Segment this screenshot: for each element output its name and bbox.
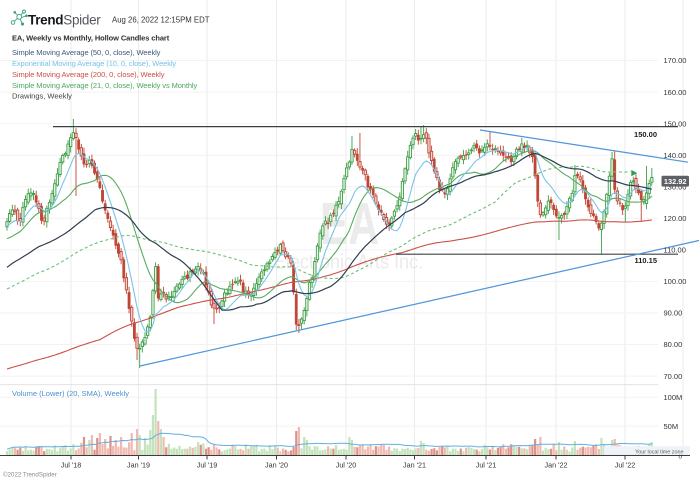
svg-text:Jan '19: Jan '19	[127, 461, 150, 470]
svg-text:160.00: 160.00	[664, 88, 687, 97]
svg-text:120.00: 120.00	[664, 214, 687, 223]
svg-text:170.00: 170.00	[664, 56, 687, 65]
svg-text:140.00: 140.00	[664, 151, 687, 160]
svg-text:©2022 TrendSpider: ©2022 TrendSpider	[3, 472, 57, 479]
svg-text:0: 0	[679, 453, 683, 460]
svg-text:Exponential Moving Average (10: Exponential Moving Average (10, 0, close…	[12, 59, 176, 68]
svg-text:Jul '20: Jul '20	[336, 461, 357, 470]
svg-text:70.00: 70.00	[664, 372, 683, 381]
svg-text:110.00: 110.00	[664, 246, 686, 255]
svg-text:Simple Moving Average (21, 0,: Simple Moving Average (21, 0, close), We…	[12, 81, 197, 90]
svg-text:Jul '21: Jul '21	[476, 461, 497, 470]
svg-text:Jul '19: Jul '19	[197, 461, 218, 470]
svg-text:50M: 50M	[664, 422, 679, 431]
svg-text:90.00: 90.00	[664, 309, 683, 318]
svg-text:80.00: 80.00	[664, 340, 683, 349]
svg-text:150.00: 150.00	[634, 130, 657, 139]
svg-text:Jul '18: Jul '18	[61, 461, 82, 470]
svg-text:150.00: 150.00	[664, 119, 687, 128]
svg-text:Simple Moving Average (50, 0,: Simple Moving Average (50, 0, close), We…	[12, 48, 161, 57]
svg-text:Jan '21: Jan '21	[403, 461, 426, 470]
svg-text:100.00: 100.00	[664, 277, 687, 286]
svg-text:110.15: 110.15	[634, 256, 657, 265]
svg-text:132.92: 132.92	[664, 177, 687, 186]
svg-text:Electronic Arts Inc.: Electronic Arts Inc.	[274, 252, 423, 274]
svg-text:TrendSpider: TrendSpider	[28, 13, 101, 28]
svg-text:Drawings, Weekly: Drawings, Weekly	[12, 92, 72, 101]
svg-text:Jan '20: Jan '20	[265, 461, 288, 470]
svg-text:130.00: 130.00	[664, 182, 687, 191]
svg-text:Simple Moving Average (200, 0,: Simple Moving Average (200, 0, close), W…	[12, 70, 165, 79]
svg-text:Volume (Lower) (20, SMA), Week: Volume (Lower) (20, SMA), Weekly	[12, 389, 129, 398]
svg-text:Jul '22: Jul '22	[615, 461, 636, 470]
svg-text:EA: EA	[320, 190, 379, 257]
svg-text:EA, Weekly vs Monthly, Hollow: EA, Weekly vs Monthly, Hollow Candles ch…	[12, 34, 170, 43]
svg-text:Aug 26, 2022 12:15PM EDT: Aug 26, 2022 12:15PM EDT	[112, 15, 210, 24]
svg-text:Your local time zone: Your local time zone	[635, 450, 683, 456]
svg-text:Jan '22: Jan '22	[545, 461, 568, 470]
svg-text:100M: 100M	[664, 393, 683, 402]
